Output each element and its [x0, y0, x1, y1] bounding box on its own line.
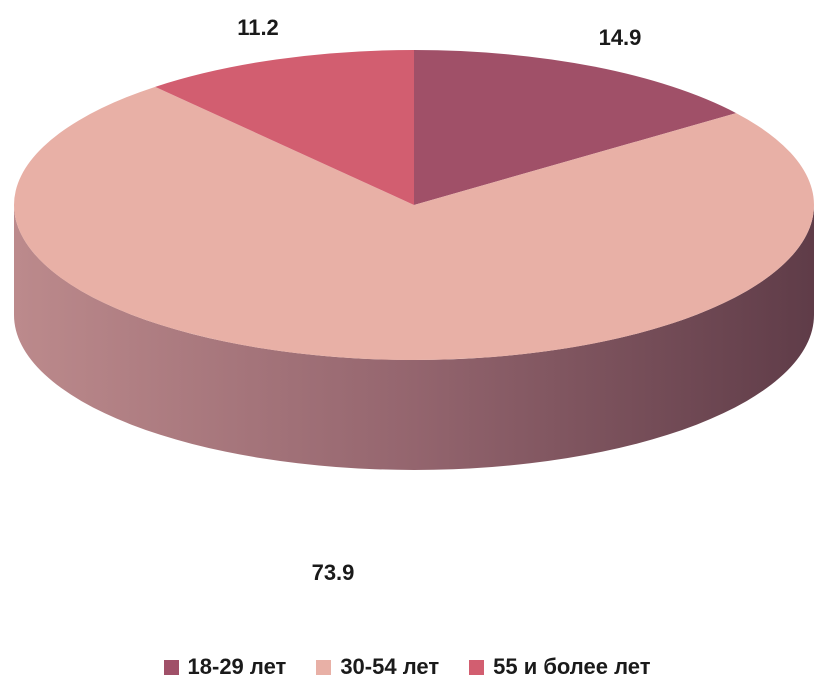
legend-item-18-29: 18-29 лет [163, 654, 287, 680]
data-label: 11.2 [237, 15, 279, 40]
pie-chart: 14.9 73.9 11.2 [14, 15, 814, 585]
legend: 18-29 лет 30-54 лет 55 и более лет [0, 650, 814, 684]
pie-slice [155, 50, 414, 205]
legend-swatch [316, 659, 332, 675]
data-label: 14.9 [599, 25, 642, 50]
pie-side-wall [14, 205, 814, 470]
pie-slice [14, 86, 814, 360]
legend-swatch [163, 659, 179, 675]
legend-item-55-plus: 55 и более лет [469, 654, 650, 680]
data-label: 73.9 [312, 560, 355, 585]
legend-label: 30-54 лет [340, 654, 440, 679]
legend-label: 55 и более лет [493, 654, 651, 679]
legend-label: 18-29 лет [187, 654, 287, 679]
legend-swatch [469, 659, 485, 675]
legend-item-30-54: 30-54 лет [316, 654, 439, 680]
pie-slice [414, 50, 737, 205]
